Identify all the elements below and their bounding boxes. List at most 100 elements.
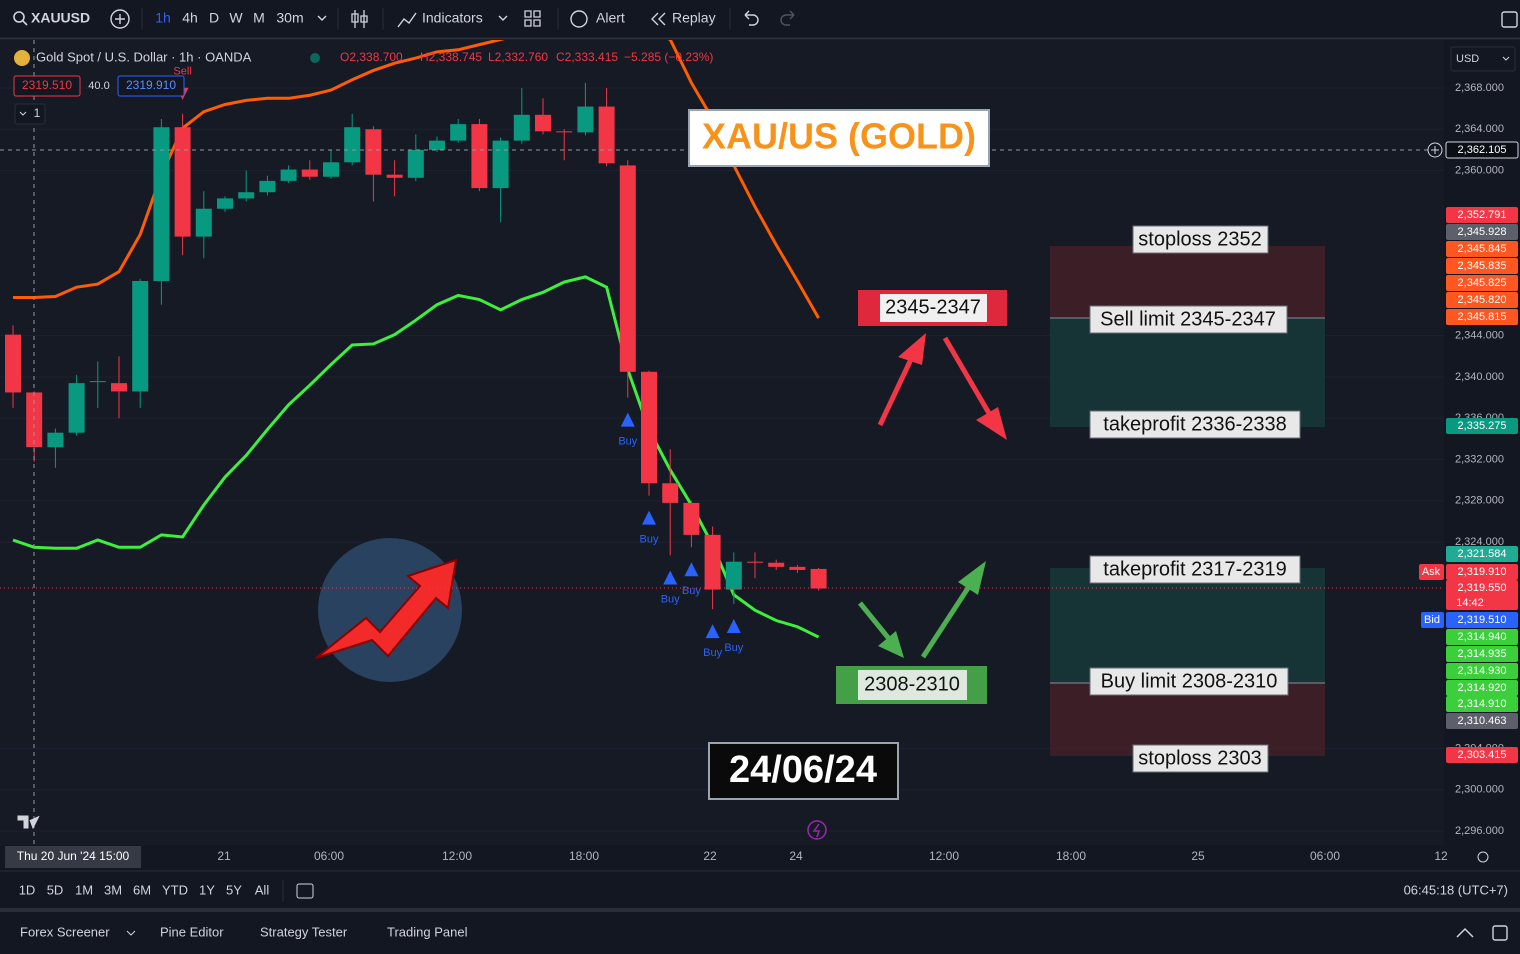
x-tick-label: 25 <box>1191 849 1205 863</box>
chevron[interactable] <box>498 15 508 21</box>
bid-label: Bid <box>1424 614 1440 626</box>
buy-button[interactable] <box>117 75 185 97</box>
tab[interactable]: Pine Editor <box>160 924 224 939</box>
clock: 06:45:18 (UTC+7) <box>1404 882 1508 897</box>
tabs: Forex Screener Pine Editor Strategy Tester… <box>20 924 468 939</box>
redo[interactable] <box>780 10 795 26</box>
candle-body <box>810 568 827 589</box>
layout-icon[interactable] <box>524 10 541 27</box>
plus-icon <box>1431 146 1439 154</box>
quantity-box[interactable] <box>14 103 46 125</box>
date-label: 24/06/24 <box>729 749 877 791</box>
chart-type-icon[interactable] <box>351 10 368 28</box>
chevron[interactable] <box>126 930 136 936</box>
label-box <box>1132 225 1269 254</box>
arrows <box>858 333 1007 659</box>
range-button[interactable]: 5Y <box>226 882 242 897</box>
price-tag-label: 2,345.825 <box>1458 277 1507 289</box>
legend-title: Gold Spot / U.S. Dollar · 1h · OANDA <box>36 49 252 64</box>
range-button[interactable]: YTD <box>162 882 188 897</box>
candle-body <box>217 198 233 209</box>
cursor-time: Thu 20 Jun '24 15:00 <box>17 849 130 863</box>
candle-body <box>47 432 64 448</box>
interval[interactable]: 1h <box>155 10 171 26</box>
alert-button[interactable]: Alert <box>596 10 625 26</box>
upper-band <box>13 40 820 319</box>
range-button[interactable]: 6M <box>133 882 151 897</box>
compare-button[interactable] <box>110 9 130 29</box>
short-target-zone <box>1050 318 1325 427</box>
long-entry-label: Buy limit 2308-2310 <box>1101 670 1278 692</box>
price-tag-label: 2,362.105 <box>1458 144 1507 156</box>
candle-body <box>68 383 85 433</box>
signal-label: Buy <box>703 647 722 659</box>
undo[interactable] <box>744 10 759 26</box>
market-status <box>310 53 320 63</box>
arrow-up-red <box>877 353 916 427</box>
sell-button[interactable] <box>13 75 81 97</box>
interval[interactable]: W <box>229 10 243 26</box>
range-button[interactable]: 1Y <box>199 882 215 897</box>
arrow-head <box>958 561 986 595</box>
range-button[interactable]: 1D <box>19 882 36 897</box>
maximize[interactable] <box>1492 925 1508 941</box>
tab[interactable]: Strategy Tester <box>260 924 348 939</box>
currency: USD <box>1456 53 1479 65</box>
interval[interactable]: M <box>253 10 265 26</box>
candle-body <box>725 561 742 590</box>
label-box <box>1089 410 1301 439</box>
currency-select[interactable] <box>1450 46 1516 72</box>
tab[interactable]: Trading Panel <box>387 924 468 939</box>
search-icon[interactable] <box>13 11 25 23</box>
indicators-button[interactable]: Indicators <box>422 10 483 26</box>
spread: 40.0 <box>88 80 109 92</box>
range-button[interactable]: All <box>255 882 270 897</box>
short-target-label: takeprofit 2336-2338 <box>1103 413 1286 435</box>
x-tick-label: 21 <box>217 849 231 863</box>
price-tag-label: 2,321.584 <box>1458 548 1507 560</box>
range-button[interactable]: 5D <box>47 882 64 897</box>
candle-body <box>111 383 127 392</box>
ask-tag <box>1419 564 1444 580</box>
tab[interactable]: Forex Screener <box>20 924 110 939</box>
signal-label: Buy <box>640 534 659 546</box>
replay-button[interactable]: Replay <box>672 10 716 26</box>
collapse[interactable] <box>1456 927 1474 938</box>
chevron[interactable] <box>317 15 327 21</box>
price-tag <box>1446 580 1518 610</box>
candle-body <box>238 192 255 199</box>
price-tag-label: 2,319.550 <box>1458 582 1507 594</box>
y-tick-label: 2,344.000 <box>1455 330 1504 342</box>
price-tag <box>1446 612 1518 628</box>
y-tick-label: 2,332.000 <box>1455 453 1504 465</box>
interval[interactable]: D <box>209 10 219 26</box>
cursor-time-box <box>5 846 141 868</box>
events-icon[interactable] <box>807 820 827 840</box>
settings-icon[interactable] <box>1477 851 1489 863</box>
plus-icon <box>115 14 125 24</box>
x-tick-label: 24 <box>789 849 803 863</box>
signal-label: Sell <box>173 66 191 78</box>
calendar-icon[interactable] <box>296 883 314 899</box>
interval[interactable]: 4h <box>182 10 198 26</box>
candle-body <box>768 562 785 567</box>
price-tag-label: 2,335.275 <box>1458 420 1507 432</box>
price-tag <box>1446 292 1518 308</box>
fullscreen[interactable] <box>1501 11 1518 28</box>
price-tag-label: 2,310.463 <box>1458 715 1507 727</box>
x-tick-label: 06:00 <box>1310 849 1340 863</box>
price-tag <box>1446 418 1518 434</box>
range-button[interactable]: 3M <box>104 882 122 897</box>
candle-body <box>662 483 679 503</box>
candle-body <box>704 534 721 590</box>
label-box <box>1089 305 1288 334</box>
range-button[interactable]: 1M <box>75 882 93 897</box>
interval[interactable]: 30m <box>276 10 303 26</box>
price-tag <box>1446 258 1518 274</box>
symbol[interactable]: XAUUSD <box>31 10 90 26</box>
candle-body <box>5 334 21 393</box>
candle-body <box>344 127 361 163</box>
bid-tag <box>1421 612 1444 628</box>
